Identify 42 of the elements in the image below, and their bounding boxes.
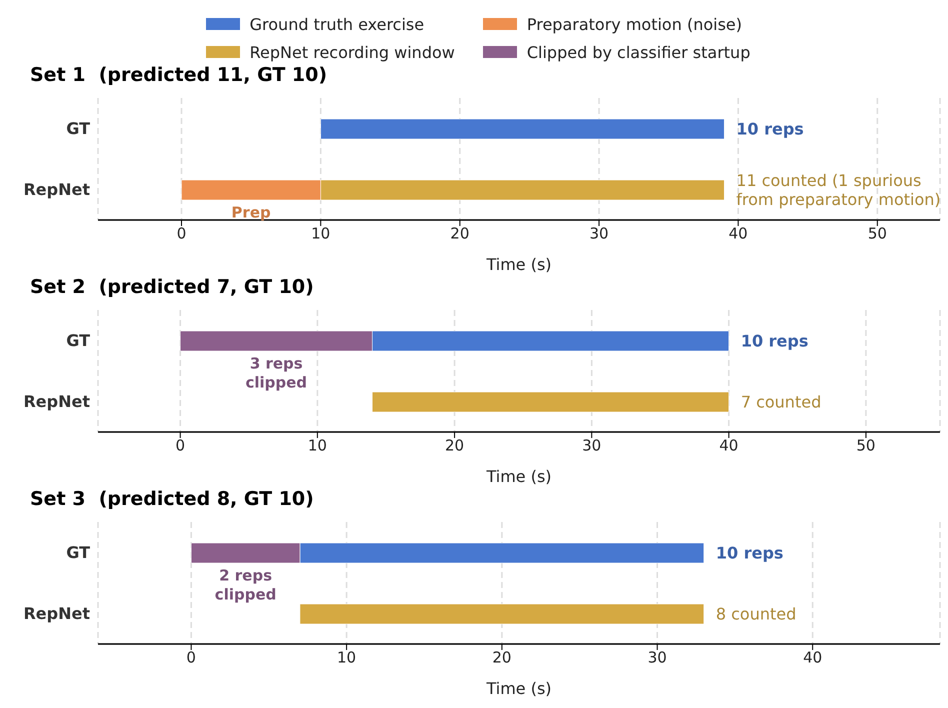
y-tick-label: RepNet [23,180,90,200]
y-tick-label: RepNet [23,604,90,624]
x-axis-title: Time (s) [485,467,552,486]
x-tick-label: 0 [176,436,186,455]
annotation: 10 reps [740,332,808,350]
y-tick-label: GT [66,331,90,350]
legend-label: RepNet recording window [250,42,455,62]
legend-label: Preparatory motion (noise) [526,14,742,34]
x-tick-label: 30 [582,436,602,455]
x-tick-label: 10 [308,436,327,455]
chart-title: Set 3 (predicted 8, GT 10) [29,488,315,512]
annotation: 10 reps [716,544,784,562]
x-tick-label: 20 [445,436,464,455]
x-tick-label: 20 [450,224,470,243]
x-tick-label: 20 [492,648,512,667]
x-tick-label: 50 [856,436,876,455]
annotation: 2 reps clipped [214,566,276,604]
x-tick-label: 10 [337,648,356,667]
y-tick-label: RepNet [23,392,90,412]
x-tick-label: 30 [589,224,609,243]
legend-label: Ground truth exercise [250,14,424,34]
x-tick-label: 0 [176,224,186,243]
x-axis-title: Time (s) [485,679,552,698]
chart-title: Set 1 (predicted 11, GT 10) [29,64,328,88]
x-tick-label: 0 [186,648,196,667]
x-tick-label: 40 [803,648,822,667]
annotation: 7 counted [740,392,822,412]
annotation: 8 counted [716,604,796,624]
chart-title: Set 2 (predicted 7, GT 10) [29,276,315,300]
x-tick-label: 50 [868,224,887,243]
annotation: 10 reps [736,120,804,138]
x-tick-label: 40 [719,436,738,455]
annotation: 3 reps clipped [245,354,308,392]
y-tick-label: GT [66,543,90,562]
y-tick-label: GT [66,119,90,138]
legend-label: Clipped by classifier startup [526,42,750,62]
x-axis-title: Time (s) [485,255,552,274]
annotation: Prep [231,204,271,222]
annotation: 11 counted (1 spurious from preparatory motion) [736,171,941,209]
x-tick-label: 10 [311,224,330,243]
x-tick-label: 30 [648,648,667,667]
x-tick-label: 40 [728,224,748,243]
